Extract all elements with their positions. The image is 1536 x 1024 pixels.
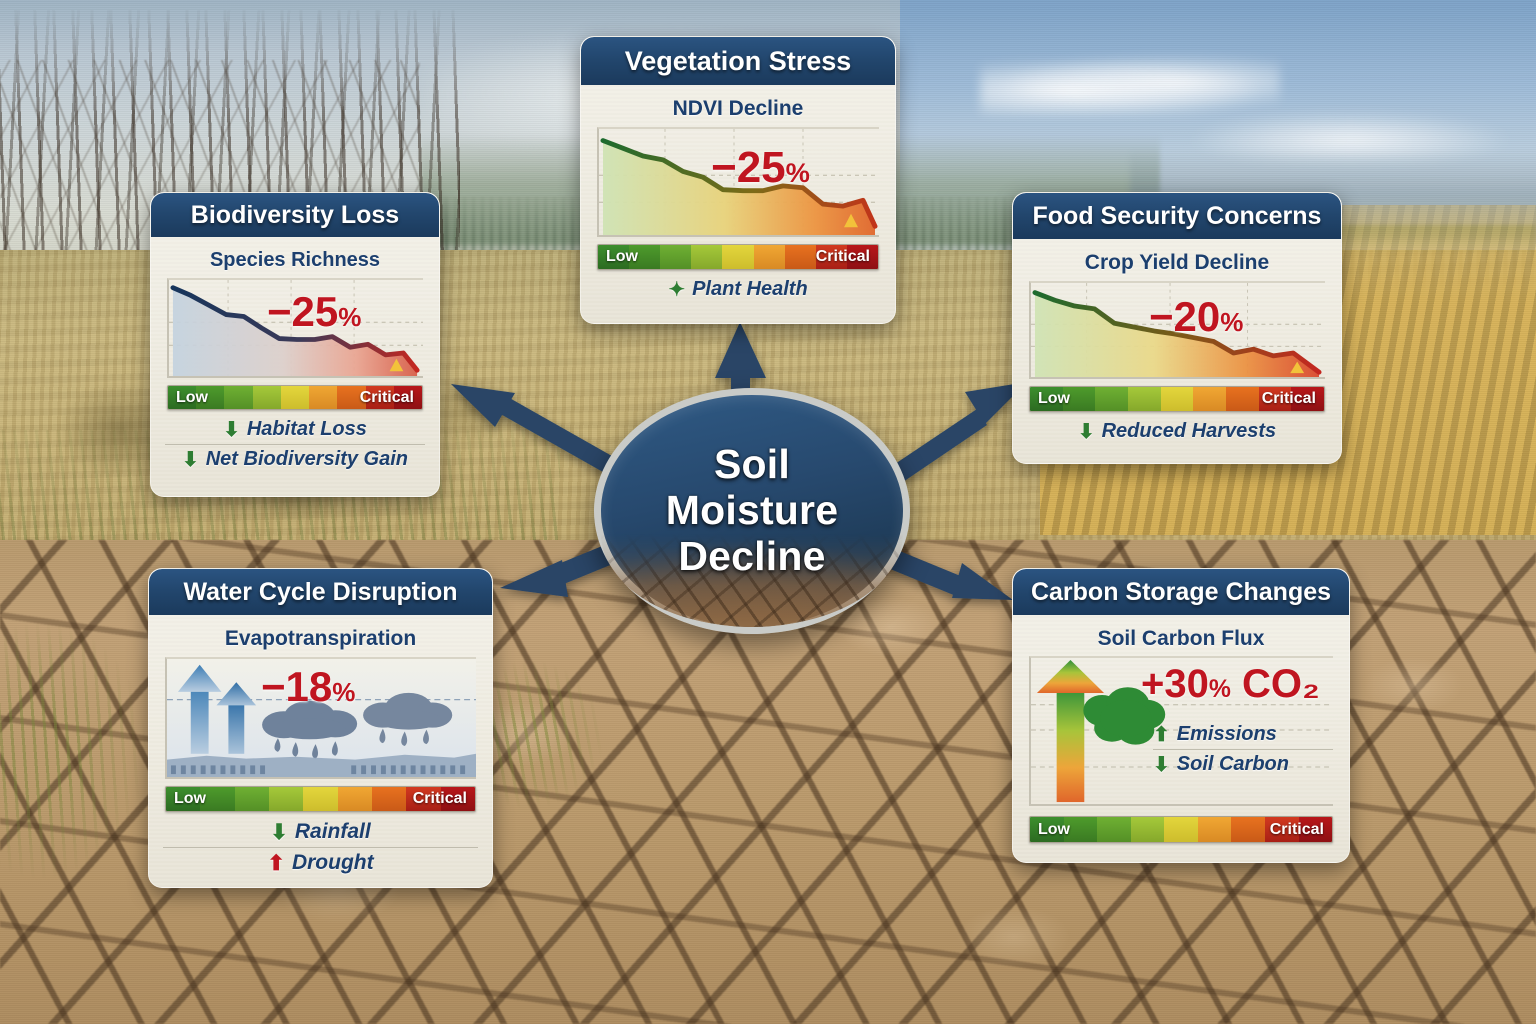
footer-label: Net Biodiversity Gain [205, 448, 409, 470]
metric-label-soil-carbon-flux: Soil Carbon Flux [1097, 627, 1265, 650]
severity-scale-food-security: Low Critical [1029, 386, 1325, 412]
scale-label-critical: Critical [412, 790, 467, 807]
scale-label-critical: Critical [815, 248, 870, 265]
value-number: −18 [261, 663, 333, 710]
footers-vegetation: ✦ Plant Health [595, 275, 881, 304]
footer-row: ⬇ Rainfall [163, 817, 478, 847]
value-number: −25 [267, 288, 339, 335]
metric-value-carbon: +30% CO₂ [1141, 662, 1320, 707]
arrow-up-icon: ⬆ [267, 851, 285, 875]
metric-label-ndvi: NDVI Decline [672, 97, 804, 120]
footers-biodiversity: ⬇ Habitat Loss ⬇ Net Biodiversity Gain [165, 415, 425, 474]
card-vegetation-stress[interactable]: Vegetation Stress NDVI Decline [580, 36, 896, 324]
tree-canopy [1083, 687, 1166, 745]
scale-label-low: Low [606, 248, 638, 265]
scale-label-low: Low [174, 790, 206, 807]
card-title-biodiversity-loss: Biodiversity Loss [151, 193, 439, 237]
footer-row: ⬇ Soil Carbon [1153, 749, 1333, 779]
arrow-down-icon: ⬇ [1077, 420, 1095, 443]
footer-label: Reduced Harvests [1101, 420, 1277, 442]
value-unit: % [332, 677, 356, 707]
value-number: −20 [1149, 293, 1221, 340]
chart-water-cycle: −18% [165, 657, 476, 779]
rain-cloud-left [262, 700, 358, 759]
scale-label-critical: Critical [1261, 390, 1316, 407]
value-number: −25 [711, 143, 786, 192]
footer-row: ⬇ Habitat Loss [165, 415, 425, 444]
footer-row: ⬇ Reduced Harvests [1027, 417, 1327, 446]
metric-value-water-cycle: −18% [261, 663, 355, 711]
card-carbon-storage-changes[interactable]: Carbon Storage Changes Soil Carbon Flux [1012, 568, 1350, 863]
arrow-up-icon: ⬆ [1153, 723, 1170, 746]
footer-label: Rainfall [294, 820, 371, 843]
severity-scale-water-cycle: Low Critical [165, 786, 476, 812]
cloud-right-upper [980, 55, 1280, 115]
card-water-cycle-disruption[interactable]: Water Cycle Disruption Evapotranspiratio… [148, 568, 493, 888]
rain-cloud-right [363, 692, 453, 747]
metric-label-evapotranspiration: Evapotranspiration [224, 627, 417, 650]
leaf-icon: ✦ [668, 278, 686, 301]
card-title-food-security: Food Security Concerns [1013, 193, 1341, 239]
footer-label: Emissions [1176, 723, 1277, 745]
card-food-security-concerns[interactable]: Food Security Concerns Crop Yield Declin… [1012, 192, 1342, 464]
value-unit: % [338, 302, 362, 332]
arrow-down-icon: ⬇ [223, 418, 240, 441]
hub-title-line-3: Decline [678, 532, 826, 579]
value-unit-suffix: CO₂ [1230, 662, 1320, 706]
central-node-soil-moisture-decline[interactable]: Soil Moisture Decline [594, 388, 910, 634]
severity-scale-biodiversity: Low Critical [167, 385, 423, 410]
arrow-down-icon: ⬇ [270, 820, 288, 844]
up-arrow-gradient [1036, 659, 1105, 803]
chart-carbon-flux: +30% CO₂ ⬆ Emissions ⬇ Soil Carbon [1029, 656, 1333, 806]
scale-label-low: Low [1038, 820, 1070, 838]
footer-label: Plant Health [692, 278, 808, 300]
metric-value-biodiversity: −25% [267, 288, 361, 336]
arrow-to-food-security [886, 382, 1027, 486]
metric-value-food-security: −20% [1149, 293, 1243, 341]
scale-label-low: Low [1038, 390, 1070, 407]
footer-row: ⬇ Net Biodiversity Gain [165, 444, 425, 474]
value-unit: % [1208, 676, 1231, 703]
footer-label: Soil Carbon [1176, 753, 1289, 775]
arrow-down-icon: ⬇ [1153, 753, 1170, 776]
card-biodiversity-loss[interactable]: Biodiversity Loss Species Richness [150, 192, 440, 497]
footer-row: ✦ Plant Health [595, 275, 881, 304]
scale-label-low: Low [176, 388, 208, 406]
metric-label-species-richness: Species Richness [209, 249, 381, 271]
scale-label-critical: Critical [359, 388, 414, 406]
severity-scale-vegetation: Low Critical [597, 244, 879, 270]
footer-label: Habitat Loss [246, 418, 367, 440]
up-arrow-short [216, 682, 257, 754]
footers-carbon: ⬆ Emissions ⬇ Soil Carbon [1153, 720, 1333, 779]
card-title-vegetation-stress: Vegetation Stress [581, 37, 895, 85]
value-unit: % [1220, 307, 1244, 337]
hub-title-line-1: Soil [714, 441, 790, 488]
arrow-to-biodiversity [451, 384, 619, 476]
footer-label: Drought [291, 851, 374, 874]
footers-water-cycle: ⬇ Rainfall ⬆ Drought [163, 817, 478, 878]
metric-label-crop-yield: Crop Yield Decline [1084, 251, 1270, 274]
arrow-down-icon: ⬇ [181, 448, 199, 471]
value-number: +30 [1141, 662, 1209, 706]
metric-value-vegetation: −25% [711, 143, 810, 193]
value-unit: % [785, 157, 810, 188]
chart-food-security: −20% [1029, 281, 1325, 379]
footers-food-security: ⬇ Reduced Harvests [1027, 417, 1327, 446]
card-title-carbon-storage: Carbon Storage Changes [1013, 569, 1349, 615]
arrow-to-carbon [878, 545, 1013, 600]
footer-row: ⬆ Drought [163, 847, 478, 878]
chart-biodiversity-loss: −25% [167, 278, 423, 378]
severity-scale-carbon: Low Critical [1029, 816, 1333, 843]
footer-row: ⬆ Emissions [1153, 720, 1333, 749]
chart-vegetation-stress: −25% [597, 127, 879, 237]
scale-label-critical: Critical [1269, 820, 1324, 838]
central-node-title: Soil Moisture Decline [665, 441, 839, 580]
card-title-water-cycle: Water Cycle Disruption [149, 569, 492, 615]
up-arrow-tall [177, 664, 222, 754]
hub-title-line-2: Moisture [665, 487, 839, 534]
